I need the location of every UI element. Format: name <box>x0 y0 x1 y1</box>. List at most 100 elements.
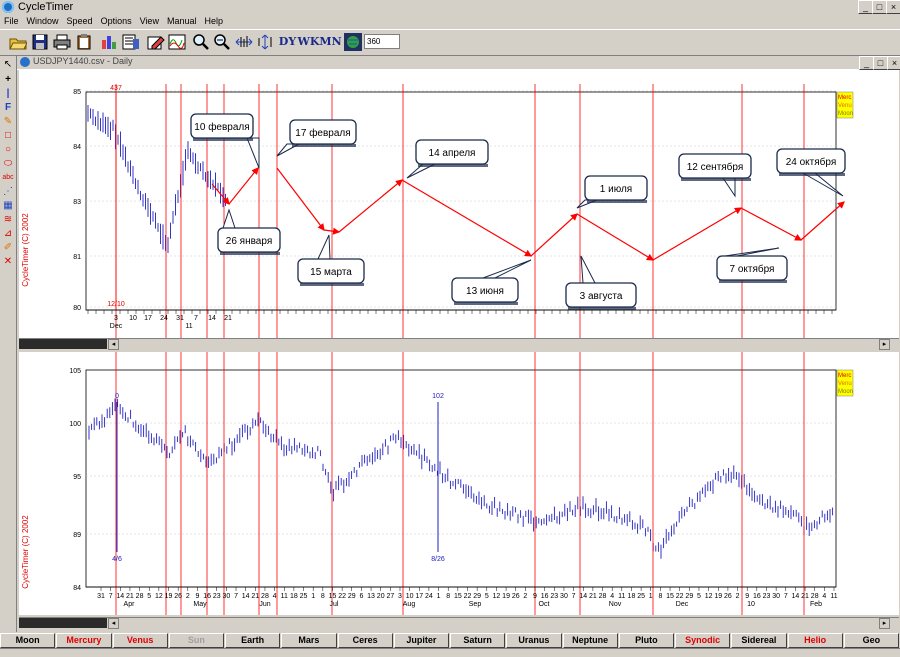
fan-icon[interactable]: ⋰ <box>3 186 13 197</box>
callout-label: 24 октября <box>786 156 837 168</box>
maximize-button[interactable]: □ <box>872 0 887 14</box>
jupiter-button[interactable]: Jupiter <box>393 633 449 648</box>
bottom-scroll-left-arrow[interactable]: ◂ <box>108 618 119 629</box>
top-scroll-left-arrow[interactable]: ◂ <box>108 339 119 350</box>
menu-view[interactable]: View <box>139 16 159 26</box>
bottom-x-day-label: 14 <box>792 593 800 600</box>
mercury-button[interactable]: Mercury <box>56 633 112 648</box>
child-maximize-button[interactable]: □ <box>873 56 888 70</box>
cycle-icon[interactable]: ≋ <box>3 214 13 225</box>
bottom-x-day-label: 19 <box>502 593 510 600</box>
menu-window[interactable]: Window <box>26 16 59 26</box>
mars-button[interactable]: Mars <box>281 633 337 648</box>
top-x-day-label: 14 <box>208 315 216 322</box>
menu-file[interactable]: File <box>4 16 19 26</box>
dy-button[interactable]: DY <box>278 35 297 48</box>
open-icon[interactable] <box>8 32 27 51</box>
fit-vertical-icon[interactable] <box>255 32 274 51</box>
top-y-tick-label: 80 <box>73 305 81 312</box>
bottom-x-day-label: 23 <box>213 593 221 600</box>
bottom-chart-panel[interactable]: CycleTimer (C) 2002 105 100 95 89 84 31 7 14 21… <box>19 352 899 615</box>
bar-chart-icon[interactable] <box>100 32 119 51</box>
clipboard-icon[interactable] <box>74 32 93 51</box>
eraser-icon[interactable]: ✐ <box>3 242 13 253</box>
top-scroll-right-arrow[interactable]: ▸ <box>879 339 890 350</box>
top-chart[interactable]: CycleTimer (C) 2002 85 84 83 81 80 10 феврал… <box>19 70 899 338</box>
wave-icon[interactable] <box>167 32 186 51</box>
top-trend-arrow <box>338 179 403 233</box>
circle-icon[interactable]: ○ <box>4 144 12 155</box>
mn-button[interactable]: MN <box>319 35 342 48</box>
bottom-x-day-label: 2 <box>523 593 527 600</box>
helio-button[interactable]: Helio <box>787 633 843 648</box>
pencil-icon[interactable]: ✎ <box>3 116 13 127</box>
menu-options[interactable]: Options <box>100 16 132 26</box>
saturn-button[interactable]: Saturn <box>450 633 506 648</box>
bottom-scroll-right-arrow[interactable]: ▸ <box>879 618 890 629</box>
bottom-x-day-label: 25 <box>300 593 308 600</box>
bottom-x-day-label: 26 <box>724 593 732 600</box>
sun-button[interactable]: Sun <box>168 633 224 648</box>
fit-icon[interactable] <box>234 32 253 51</box>
edit-icon[interactable] <box>146 32 165 51</box>
top-scrollbar[interactable]: ◂ ▸ <box>19 338 899 350</box>
neptune-button[interactable]: Neptune <box>562 633 618 648</box>
wk-button[interactable]: WK <box>297 35 320 48</box>
menu-help[interactable]: Help <box>204 16 223 26</box>
top-callout: 24 октября <box>776 148 846 197</box>
top-legend-moon: Moon <box>838 111 853 117</box>
vertical-line-icon[interactable]: | <box>6 88 10 99</box>
close-button[interactable]: × <box>886 0 900 14</box>
bottom-x-day-label: 7 <box>234 593 238 600</box>
rectangle-icon[interactable]: □ <box>4 130 12 141</box>
save-icon[interactable] <box>30 32 49 51</box>
moon-button[interactable]: Moon <box>0 633 56 648</box>
fibonacci-icon[interactable]: F <box>4 102 12 113</box>
crosshair-icon[interactable]: + <box>5 74 11 85</box>
menu-manual[interactable]: Manual <box>166 16 197 26</box>
sidereal-button[interactable]: Sidereal <box>731 633 787 648</box>
bottom-x-day-label: 15 <box>666 593 674 600</box>
callout-pointer <box>724 247 780 257</box>
ceres-button[interactable]: Ceres <box>337 633 393 648</box>
bottom-x-day-label: 24 <box>425 593 433 600</box>
bottom-x-day-label: 22 <box>338 593 346 600</box>
gann-icon[interactable]: ⊿ <box>3 228 13 239</box>
grid-icon[interactable]: ▦ <box>3 200 13 211</box>
callout-shadow <box>587 200 647 203</box>
globe-icon[interactable] <box>343 32 362 51</box>
child-minimize-button[interactable]: _ <box>859 56 874 70</box>
print-icon[interactable] <box>52 32 71 51</box>
top-chart-panel[interactable]: CycleTimer (C) 2002 85 84 83 81 80 10 феврал… <box>19 70 899 338</box>
synodic-button[interactable]: Synodic <box>675 633 731 648</box>
bottom-x-day-label: 9 <box>745 593 749 600</box>
uranus-button[interactable]: Uranus <box>506 633 562 648</box>
venus-button[interactable]: Venus <box>112 633 168 648</box>
top-legend-merc: Merc <box>838 95 851 101</box>
top-callout: 3 августа <box>565 255 637 310</box>
pointer-icon[interactable]: ↖ <box>3 59 13 70</box>
callout-shadow <box>300 283 364 286</box>
child-close-button[interactable]: × <box>887 56 900 70</box>
geo-button[interactable]: Geo <box>843 633 899 648</box>
degree-input[interactable]: 360 <box>364 34 400 49</box>
delete-icon[interactable]: ✕ <box>3 256 13 267</box>
window-title: CycleTimer <box>18 1 74 13</box>
bottom-plot-frame <box>85 369 837 588</box>
bottom-x-day-label: 31 <box>97 593 105 600</box>
earth-button[interactable]: Earth <box>225 633 281 648</box>
bottom-x-month-label: Dec <box>676 601 689 608</box>
pluto-button[interactable]: Pluto <box>618 633 674 648</box>
list-icon[interactable] <box>121 32 140 51</box>
text-icon[interactable]: abc <box>2 174 14 181</box>
toolbar: DY WK MN 360 <box>0 29 900 56</box>
zoom-in-icon[interactable] <box>191 32 210 51</box>
zoom-out-icon[interactable] <box>212 32 231 51</box>
ellipse-icon[interactable]: ⬭ <box>3 158 13 169</box>
app-icon <box>2 1 14 13</box>
minimize-button[interactable]: _ <box>858 0 873 14</box>
bottom-scrollbar[interactable]: ◂ ▸ <box>19 617 899 629</box>
menu-speed[interactable]: Speed <box>66 16 93 26</box>
bottom-x-day-label: 29 <box>685 593 693 600</box>
